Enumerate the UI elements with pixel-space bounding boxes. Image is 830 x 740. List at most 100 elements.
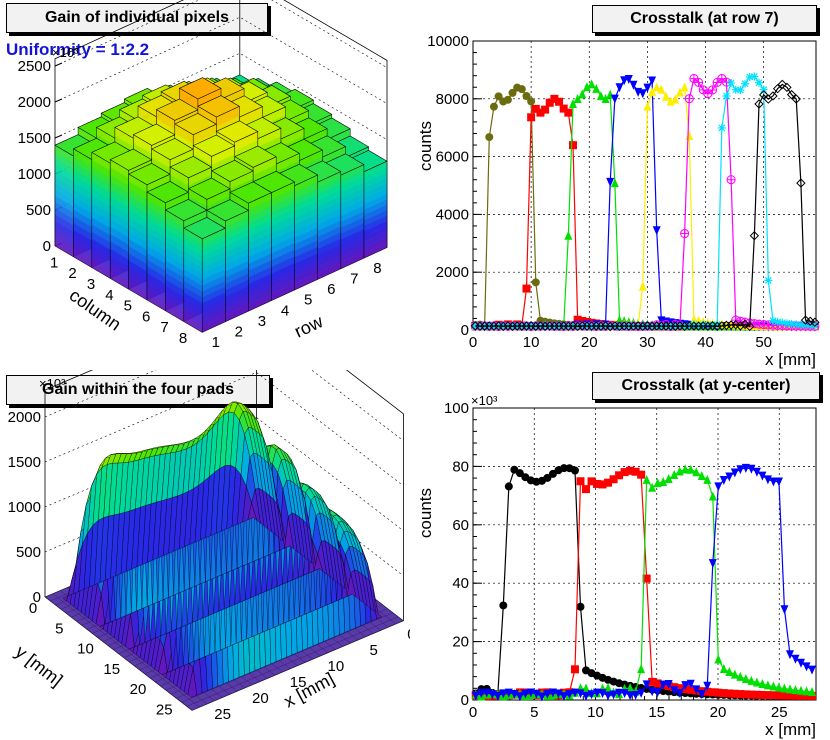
series-8-point-43 [670, 321, 681, 332]
series-2-point-45 [719, 689, 728, 698]
series-2-point-23 [598, 480, 607, 489]
surface-ytick-15: 15 [103, 661, 120, 678]
ytick-label-60: 60 [452, 517, 469, 534]
series-7-point-68 [787, 319, 796, 328]
surface-y-label: y [mm] [12, 641, 67, 690]
series-3-point-55 [774, 682, 783, 692]
series-8-point-4 [489, 321, 499, 331]
ytick-label-6000: 6000 [436, 149, 469, 166]
series-2-point-55 [774, 691, 783, 700]
series-7-point-51 [708, 321, 717, 330]
series-4-point-56 [780, 605, 789, 615]
lego-column-tick-6: 6 [142, 308, 150, 325]
series-6-point-45 [680, 229, 690, 239]
surface-ztick-label-1000: 1000 [8, 499, 41, 516]
series-3-point-49 [741, 673, 750, 683]
series-1-point-13 [531, 278, 540, 287]
series-8-point-59 [745, 321, 755, 332]
series-1-point-5 [499, 601, 508, 610]
series-2-point-22 [593, 479, 602, 488]
series-4-point-52 [758, 471, 767, 481]
lego-ztick-label-1500: 1500 [18, 130, 51, 147]
xtick-label-10: 10 [523, 334, 540, 351]
series-8-point-24 [582, 321, 592, 331]
series-2-point-57 [785, 691, 794, 700]
series-7-point-67 [782, 319, 791, 328]
series-4-point-54 [769, 477, 778, 487]
series-8-point-69 [791, 94, 801, 104]
series-3-point-51 [752, 677, 761, 687]
series-7-point-54 [722, 92, 731, 101]
surface-xtick-20: 20 [252, 690, 269, 707]
series-7-point-63 [764, 276, 773, 285]
lego-row-tick-7: 7 [350, 271, 358, 288]
lego-ztick-1500 [54, 134, 63, 139]
series-3-point-39 [686, 464, 695, 474]
surface-back-frame [44, 370, 404, 621]
lego-row-tick-5: 5 [304, 292, 312, 309]
series-4-point-33 [624, 75, 633, 85]
xtick-label-15: 15 [648, 704, 665, 721]
surface-ytick-10: 10 [77, 641, 94, 658]
series-4-point-55 [774, 477, 783, 487]
series-3-point-23 [578, 89, 587, 99]
series-3-point-25 [587, 79, 596, 89]
chart-title-gain-pads: Gain within the four pads [6, 375, 270, 405]
series-8-point-60 [749, 231, 760, 241]
lego-row-tick-8: 8 [373, 260, 381, 277]
series-7-point-49 [699, 320, 708, 329]
series-4-point-14 [548, 688, 557, 698]
series-7-point-71 [801, 321, 810, 330]
series-5-point-46 [685, 131, 694, 141]
lego-row-tick-6: 6 [327, 281, 335, 298]
series-3-point-60 [802, 686, 811, 696]
series-1-point-12 [527, 97, 536, 106]
series-4-point-0 [471, 691, 480, 701]
series-7-point-65 [773, 317, 782, 326]
series-2-point-58 [791, 691, 800, 700]
series-2-point-51 [752, 690, 761, 699]
lego-column-label: column [66, 285, 125, 335]
series-8-point-8 [507, 321, 518, 332]
series-2-point-11 [522, 284, 531, 293]
series-4-point-38 [681, 681, 690, 691]
surface-ztick-label-2000: 2000 [8, 409, 41, 426]
series-2-point-21 [568, 141, 577, 150]
series-7-point-69 [792, 320, 801, 329]
series-2-point-13 [531, 104, 540, 113]
series-8-point-57 [735, 321, 746, 331]
series-6-point-55 [726, 175, 736, 185]
lego-ztick-label-1000: 1000 [18, 166, 51, 183]
series-1-point-11 [522, 92, 531, 101]
series-2-point-56 [780, 691, 789, 700]
series-4-point-35 [664, 679, 673, 689]
series-4-point-28 [626, 691, 635, 701]
series-4-point-31 [642, 680, 651, 690]
series-2-point-59 [796, 691, 805, 700]
surface-ztick-label-500: 500 [16, 544, 41, 561]
lego-column-tick-2: 2 [68, 265, 76, 282]
series-3-point-58 [791, 685, 800, 695]
ytick-label-8000: 8000 [436, 91, 469, 108]
series-2-point-33 [653, 679, 662, 688]
xtick-label-40: 40 [697, 334, 714, 351]
series-7-point-64 [768, 316, 777, 325]
ytick-label-2000: 2000 [436, 264, 469, 281]
series-8-point-20 [563, 321, 574, 332]
series-7-point-59 [745, 72, 754, 81]
series-8-point-70 [796, 178, 806, 188]
series-3-point-61 [808, 686, 817, 696]
floor-grid [44, 596, 193, 711]
series-4-point-25 [609, 690, 618, 700]
series-2-point-46 [725, 689, 734, 698]
series-8-point-54 [721, 320, 732, 331]
series-4-point-33 [653, 687, 662, 697]
xtick-label-5: 5 [530, 704, 538, 721]
series-1-point-10 [517, 85, 526, 94]
series-8-point-62 [758, 90, 769, 100]
lego-ztick-label-0: 0 [43, 238, 51, 255]
series-3-point-38 [681, 464, 690, 474]
series-3-point-33 [653, 478, 662, 488]
series-3-point-26 [592, 83, 601, 93]
series-3-point-40 [692, 467, 701, 477]
